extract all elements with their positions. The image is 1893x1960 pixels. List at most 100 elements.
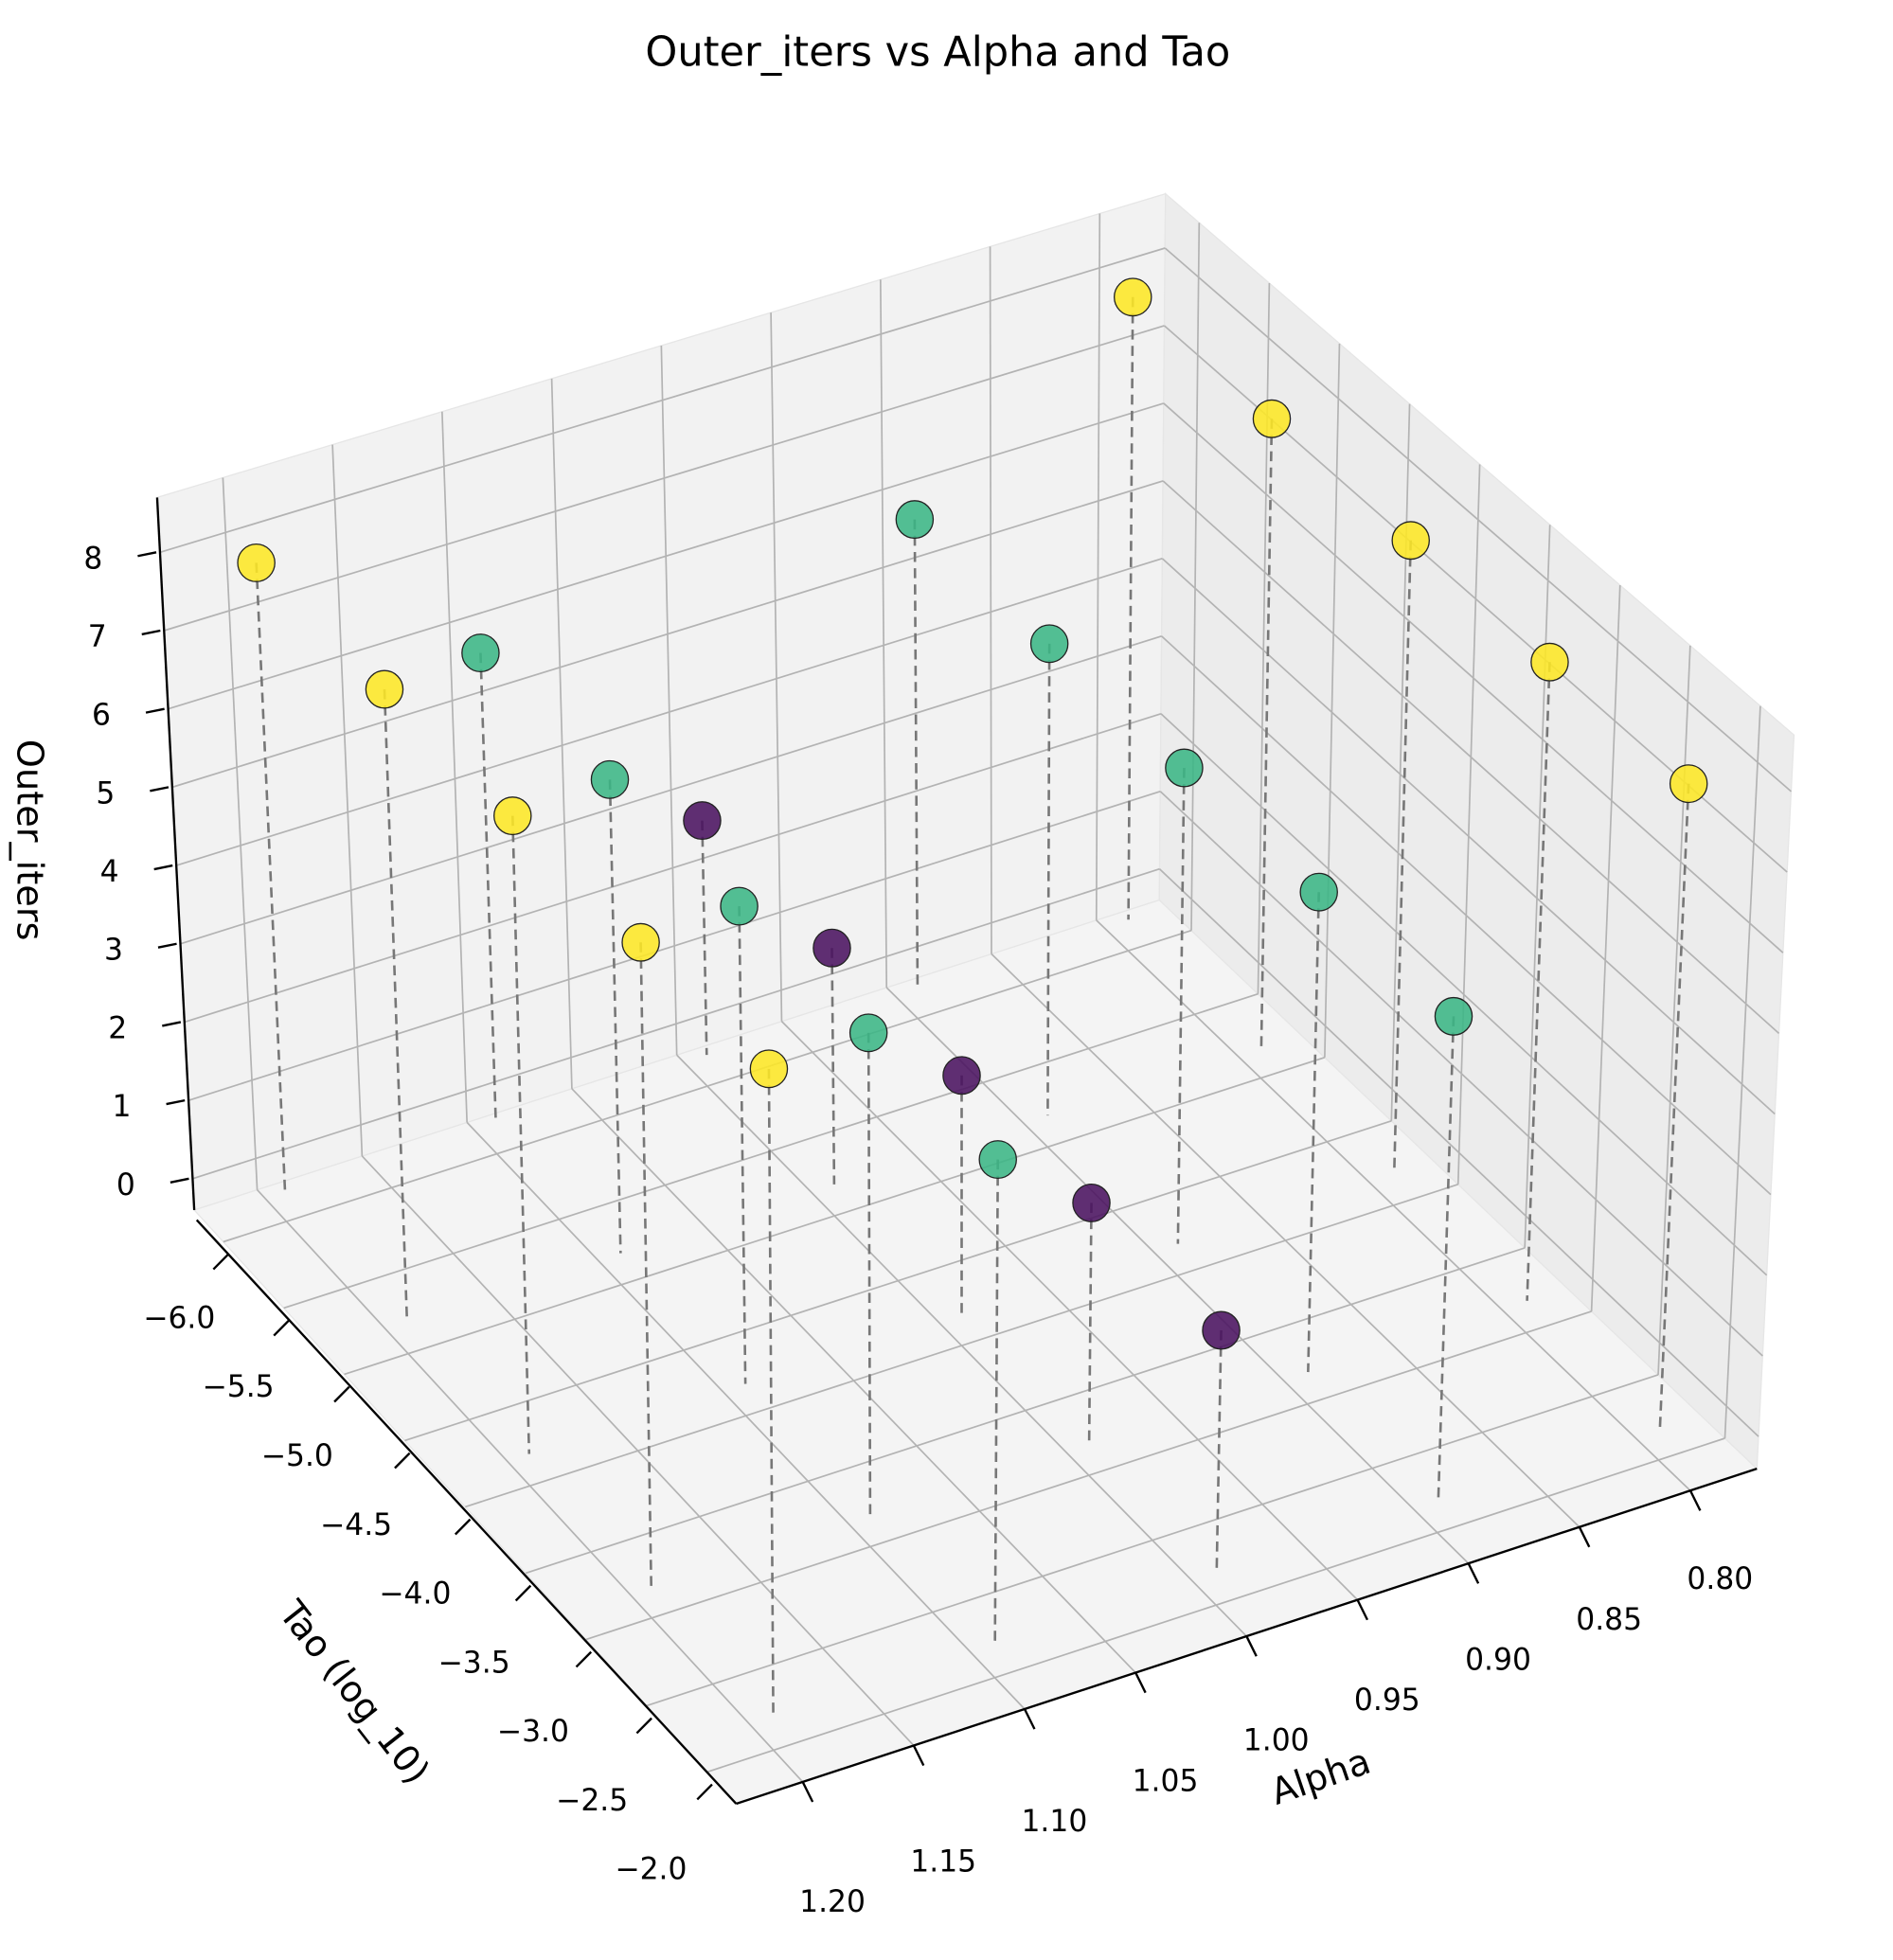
grid-line bbox=[1324, 343, 1341, 1058]
y-tick bbox=[454, 1518, 472, 1536]
grid-line bbox=[1161, 558, 1776, 1115]
point bbox=[942, 1056, 981, 1096]
grid-line bbox=[706, 1437, 1725, 1773]
x-tick-label: 1.20 bbox=[799, 1885, 866, 1919]
grid-line bbox=[404, 1119, 1392, 1442]
point bbox=[1434, 996, 1473, 1036]
grid-line bbox=[283, 992, 1259, 1310]
point bbox=[720, 886, 759, 926]
z-tick-label: 1 bbox=[113, 1090, 132, 1124]
z-tick bbox=[150, 786, 170, 793]
y-tick-label: −4.0 bbox=[379, 1577, 451, 1611]
grid-line bbox=[180, 635, 1162, 945]
y-tick bbox=[635, 1717, 652, 1735]
y-axis-line bbox=[195, 1219, 738, 1805]
grid-line bbox=[770, 312, 783, 1022]
grid-line bbox=[1456, 464, 1481, 1185]
z-tick-label: 6 bbox=[92, 699, 111, 733]
z-tick-label: 4 bbox=[100, 855, 119, 889]
z-tick-label: 3 bbox=[104, 934, 123, 968]
stem bbox=[830, 948, 836, 1185]
y-tick-label: −5.5 bbox=[202, 1370, 274, 1404]
grid-line bbox=[1158, 868, 1759, 1437]
z-tick-label: 7 bbox=[88, 620, 107, 654]
point bbox=[1029, 624, 1069, 664]
y-tick bbox=[333, 1385, 350, 1403]
stem bbox=[701, 820, 708, 1056]
x-tick bbox=[1356, 1599, 1369, 1621]
y-axis-label: Tao (log_10) bbox=[271, 1592, 438, 1791]
grid-line bbox=[1163, 402, 1784, 953]
z-tick-label: 0 bbox=[116, 1168, 135, 1203]
y-tick-label: −3.0 bbox=[497, 1715, 569, 1749]
point bbox=[1530, 642, 1569, 682]
z-tick bbox=[145, 707, 165, 714]
z-axis-label: Outer_iters bbox=[9, 739, 50, 941]
grid-line bbox=[164, 325, 1165, 632]
stem bbox=[1046, 643, 1051, 1116]
x-tick-label: 0.85 bbox=[1576, 1603, 1642, 1637]
x-tick-label: 1.15 bbox=[910, 1844, 976, 1879]
grid-line bbox=[646, 1374, 1659, 1707]
x-tick bbox=[1023, 1708, 1036, 1730]
grid-line bbox=[171, 480, 1164, 789]
stem bbox=[1087, 1203, 1093, 1444]
z-tick-label: 2 bbox=[108, 1011, 127, 1045]
grid-line bbox=[525, 1247, 1526, 1575]
y-tick-label: −5.0 bbox=[261, 1439, 333, 1473]
stem bbox=[1526, 662, 1551, 1301]
grid-line bbox=[1160, 713, 1768, 1276]
z-axis-line bbox=[155, 497, 196, 1210]
x-tick-label: 1.00 bbox=[1243, 1724, 1310, 1758]
grid-line bbox=[1590, 584, 1621, 1311]
stem bbox=[1259, 419, 1274, 1047]
stem bbox=[639, 942, 652, 1586]
grid-line bbox=[223, 929, 1192, 1243]
stem bbox=[1658, 783, 1690, 1429]
y-tick bbox=[696, 1783, 713, 1801]
z-tick bbox=[141, 629, 161, 636]
x-tick bbox=[1467, 1562, 1480, 1584]
stem bbox=[738, 906, 747, 1384]
grid-line bbox=[660, 346, 678, 1056]
grid-line bbox=[159, 247, 1166, 554]
z-tick bbox=[157, 942, 177, 949]
grid-line bbox=[168, 402, 1165, 710]
z-tick-label: 8 bbox=[83, 542, 102, 576]
point bbox=[1669, 764, 1708, 804]
grid-line bbox=[879, 279, 888, 989]
grid-line bbox=[222, 477, 259, 1190]
x-tick-label: 1.05 bbox=[1133, 1764, 1199, 1798]
y-tick-label: −2.5 bbox=[556, 1784, 628, 1818]
stem bbox=[255, 562, 287, 1190]
x-tick-label: 0.90 bbox=[1465, 1643, 1531, 1677]
point bbox=[1202, 1310, 1241, 1350]
stem bbox=[608, 779, 622, 1254]
y-tick-label: −3.5 bbox=[438, 1646, 510, 1680]
x-tick bbox=[1578, 1526, 1591, 1548]
x-tick-label: 1.10 bbox=[1021, 1805, 1087, 1839]
y-tick-label: −4.5 bbox=[320, 1508, 392, 1542]
grid-line bbox=[1190, 223, 1201, 931]
grid-line bbox=[441, 411, 468, 1123]
point bbox=[683, 801, 722, 841]
grid-line bbox=[1161, 635, 1772, 1196]
grid-line bbox=[550, 378, 573, 1089]
z-tick-label: 5 bbox=[96, 776, 115, 811]
point bbox=[1391, 521, 1430, 561]
stem bbox=[1127, 296, 1134, 920]
point bbox=[461, 633, 500, 673]
x-tick bbox=[1245, 1635, 1258, 1657]
point bbox=[749, 1049, 789, 1089]
x-tick-label: 0.95 bbox=[1354, 1684, 1420, 1718]
point bbox=[813, 928, 851, 968]
stem bbox=[913, 519, 920, 988]
x-tick bbox=[1134, 1672, 1147, 1694]
stem bbox=[1215, 1329, 1223, 1574]
point bbox=[1299, 872, 1338, 912]
grid-line bbox=[344, 1056, 1326, 1376]
z-tick bbox=[137, 551, 157, 558]
stem bbox=[1176, 767, 1186, 1244]
point bbox=[1114, 277, 1152, 317]
point bbox=[493, 796, 532, 836]
